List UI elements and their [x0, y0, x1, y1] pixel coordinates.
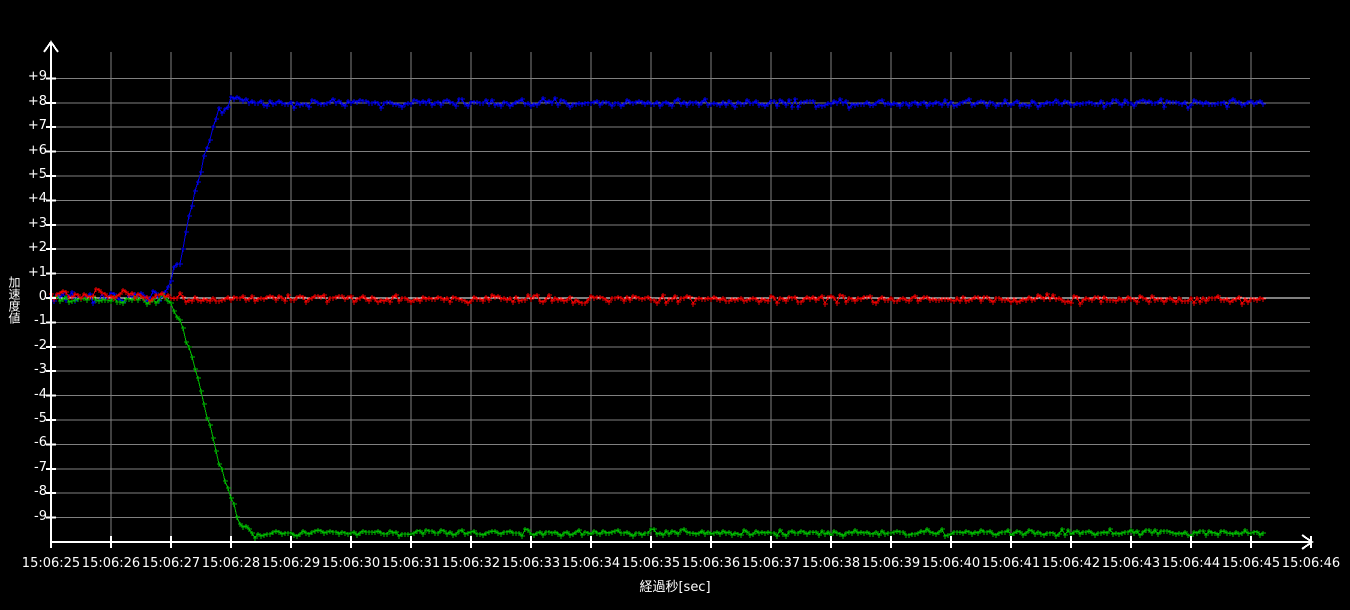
- series-y-axis: [49, 292, 1266, 541]
- x-axis-tick-label: 15:06:27: [141, 556, 201, 571]
- x-axis-tick-label: 15:06:41: [981, 556, 1041, 571]
- y-axis-tick-label: -9: [34, 508, 47, 524]
- x-axis-tick-label: 15:06:28: [201, 556, 261, 571]
- x-axis-tick-label: 15:06:43: [1101, 556, 1161, 571]
- y-axis-tick-label: +3: [27, 215, 47, 231]
- y-axis-tick-label: -1: [34, 313, 47, 329]
- x-axis-tick-label: 15:06:44: [1161, 556, 1221, 571]
- x-axis-tick-label: 15:06:45: [1221, 556, 1281, 571]
- y-axis-tick-label: -6: [34, 435, 47, 451]
- y-axis-tick-label: +6: [27, 142, 47, 158]
- y-axis-tick-label: -3: [34, 362, 47, 378]
- x-axis-tick-label: 15:06:25: [21, 556, 81, 571]
- y-axis-tick-label: -7: [34, 459, 47, 475]
- series-markers-y-axis: [49, 292, 1266, 541]
- x-axis-tick-label: 15:06:31: [381, 556, 441, 571]
- series-line-y-axis: [50, 292, 1264, 540]
- y-axis-tick-label: 0: [38, 289, 47, 304]
- y-axis-tick-labels: +9 +8 +7 +6 +5 +4 +3 +2 +1 0 -1 -2 -3 -4 -5 -6 -7 -8 -9: [0, 0, 47, 610]
- x-axis-tick-label: 15:06:38: [801, 556, 861, 571]
- y-axis-tick-label: +5: [27, 167, 47, 182]
- y-axis-tick-label: -4: [34, 386, 47, 402]
- x-axis-tick-label: 15:06:29: [261, 556, 321, 571]
- x-axis-tick-label: 15:06:46: [1281, 556, 1341, 571]
- x-axis-tick-label: 15:06:36: [681, 556, 741, 571]
- x-axis-tick-label: 15:06:26: [81, 556, 141, 571]
- x-axis-tick-label: 15:06:42: [1041, 556, 1101, 571]
- y-axis-title: 加速度値: [7, 275, 21, 324]
- x-axis-tick-label: 15:06:35: [621, 556, 681, 571]
- x-axis-tick-label: 15:06:33: [501, 556, 561, 571]
- y-axis-tick-label: -5: [34, 411, 47, 426]
- x-axis-tick-label: 15:06:39: [861, 556, 921, 571]
- x-axis-tick-label: 15:06:37: [741, 556, 801, 571]
- y-axis-tick-label: +2: [27, 240, 47, 256]
- x-axis-tick-label: 15:06:32: [441, 556, 501, 571]
- x-axis-tick-label: 15:06:40: [921, 556, 981, 571]
- y-axis-tick-label: +4: [27, 191, 47, 207]
- y-axis-tick-label: +8: [27, 93, 47, 109]
- series-z-axis: [49, 287, 1266, 307]
- x-axis-title: 経過秒[sec]: [639, 580, 711, 595]
- y-axis-tick-label: -2: [34, 337, 47, 353]
- y-axis-tick-label: +1: [27, 264, 47, 280]
- x-axis-tick-label: 15:06:34: [561, 556, 621, 571]
- x-axis-tick-label: 15:06:30: [321, 556, 381, 571]
- y-axis-tick-label: +7: [27, 118, 47, 134]
- y-axis-arrow-icon: [43, 40, 59, 53]
- series-markers-z-axis: [49, 287, 1266, 307]
- axes: [43, 40, 1314, 550]
- y-axis-tick-label: -8: [34, 484, 47, 500]
- y-axis-tick-label: +9: [27, 69, 47, 85]
